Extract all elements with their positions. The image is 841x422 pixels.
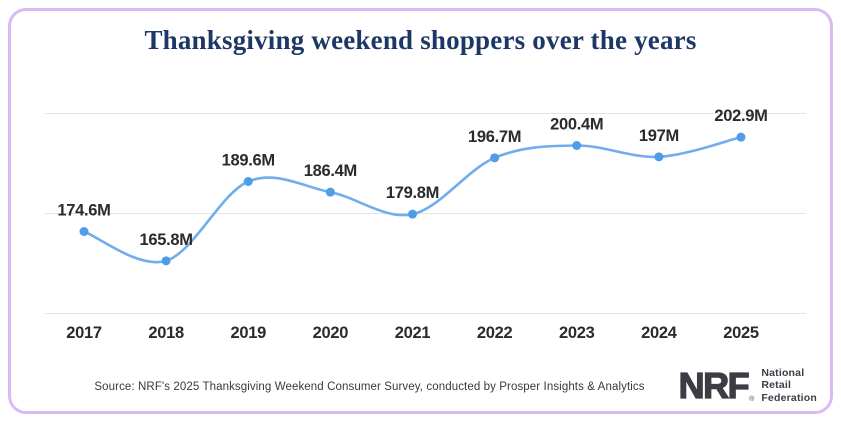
data-point-label: 196.7M: [468, 128, 521, 146]
x-axis-label: 2021: [395, 324, 431, 342]
nrf-org-line: Retail: [761, 379, 792, 392]
chart-card: Thanksgiving weekend shoppers over the y…: [8, 8, 833, 414]
source-note: Source: NRF's 2025 Thanksgiving Weekend …: [94, 381, 645, 393]
x-axis-label: 2017: [66, 324, 102, 342]
data-point: [654, 152, 664, 162]
nrf-org-name: National Retail Federation: [761, 367, 817, 405]
x-axis-label: 2020: [313, 324, 349, 342]
data-point: [408, 209, 417, 219]
data-point: [572, 141, 582, 150]
chart-title: Thanksgiving weekend shoppers over the y…: [144, 25, 697, 55]
x-axis-label: 2024: [641, 324, 678, 342]
data-point-label: 174.6M: [57, 202, 110, 220]
registered-trademark-icon: ®: [749, 395, 755, 403]
data-point: [490, 153, 500, 163]
x-axis-label: 2018: [148, 324, 184, 342]
x-axis-label: 2025: [723, 324, 759, 342]
x-axis-label: 2023: [559, 324, 595, 342]
chart-area: 174.6M 2017 165.8M 2018 189.6M 2019 186.4M 2020…: [30, 100, 812, 350]
data-point-label: 186.4M: [304, 162, 357, 180]
data-point-label: 179.8M: [386, 184, 439, 202]
nrf-logo: NRF ® National Retail Federation: [678, 364, 817, 406]
nrf-logo-wordmark: NRF ®: [678, 364, 755, 406]
data-point-label: 202.9M: [714, 107, 767, 125]
nrf-org-line: National: [761, 366, 805, 379]
chart-svg: 174.6M 2017 165.8M 2018 189.6M 2019 186.4M 2020…: [45, 107, 806, 342]
x-axis-label: 2019: [230, 324, 266, 342]
data-point: [161, 256, 171, 266]
data-point-label: 197M: [639, 127, 679, 145]
data-point-label: 200.4M: [550, 116, 603, 134]
nrf-org-line: Federation: [761, 392, 817, 405]
data-point: [736, 132, 746, 142]
x-axis-label: 2022: [477, 324, 513, 342]
data-point-label: 189.6M: [222, 152, 275, 170]
data-point: [325, 187, 335, 197]
nrf-logo-text: NRF: [678, 364, 750, 406]
data-point-label: 165.8M: [140, 231, 193, 249]
data-point: [79, 227, 89, 236]
data-point: [243, 177, 253, 186]
